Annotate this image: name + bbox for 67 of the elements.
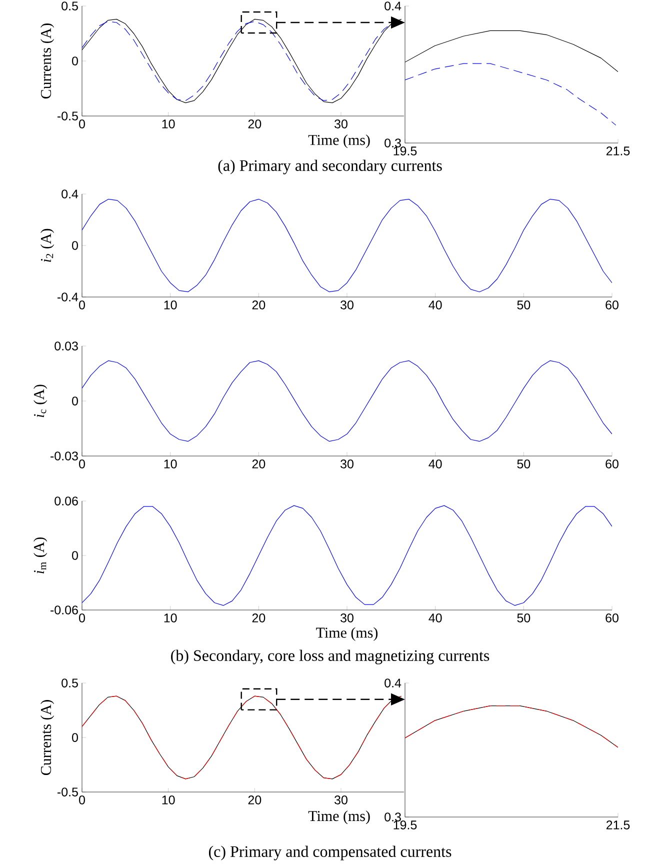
x-tick-label: 40 <box>428 614 442 622</box>
y-tick-label: 0.4 <box>62 190 78 198</box>
x-tick-label: 20 <box>252 300 266 310</box>
y-tick-label: 0.5 <box>62 2 78 10</box>
x-tick-label: 60 <box>606 300 618 310</box>
line-series <box>82 198 612 292</box>
x-tick-label: 60 <box>606 460 618 468</box>
x-tick-label: 0 <box>79 460 85 468</box>
x-tick-label: 40 <box>428 300 442 310</box>
x-axis-title: Time (ms) <box>316 627 378 641</box>
line-series <box>82 360 612 442</box>
x-tick-label: 50 <box>517 460 530 468</box>
x-axis-title: Time (ms) <box>308 810 370 824</box>
x-tick-label: 30 <box>334 796 348 804</box>
x-tick-label: 0 <box>79 614 85 622</box>
x-tick-label: 10 <box>162 796 175 804</box>
y-tick-label: -0.06 <box>50 606 78 614</box>
x-tick-label: 50 <box>517 300 530 310</box>
x-tick-label: 30 <box>340 460 354 468</box>
line-series <box>405 63 616 126</box>
x-tick-label: 30 <box>340 300 354 310</box>
y-tick-label: 0.5 <box>62 678 78 688</box>
y-axis-title: i$_{c}$ (A) <box>34 384 48 418</box>
y-tick-label: 0.03 <box>54 342 78 350</box>
x-tick-label: 0 <box>79 300 85 310</box>
y-tick-label: 0 <box>72 396 78 406</box>
x-tick-label: 19.5 <box>394 146 417 156</box>
y-tick-label: -0.5 <box>58 112 78 120</box>
x-tick-label: 10 <box>164 460 177 468</box>
x-tick-label: 10 <box>164 614 177 622</box>
y-axis-title: i$_{m}$ (A) <box>34 537 48 574</box>
x-axis-title: Time (ms) <box>308 134 370 148</box>
text: (c) Primary and compensated currents <box>208 846 452 860</box>
x-tick-label: 21.5 <box>606 146 630 156</box>
x-tick-label: 10 <box>164 300 177 310</box>
y-axis-title: i$_{2}$ (A) <box>40 228 54 262</box>
x-tick-label: 20 <box>252 460 266 468</box>
line-series <box>82 505 612 606</box>
y-tick-label: 0.3 <box>384 138 401 148</box>
x-tick-label: 30 <box>334 120 348 128</box>
x-tick-label: 19.5 <box>394 820 417 830</box>
y-tick-label: 0 <box>72 733 78 742</box>
y-tick-label: 0 <box>72 551 78 560</box>
y-tick-label: 0 <box>72 241 78 250</box>
x-tick-label: 10 <box>162 120 175 128</box>
x-tick-label: 20 <box>252 614 266 622</box>
y-axis-title: Currents (A) <box>40 700 54 776</box>
x-tick-label: 40 <box>428 460 442 468</box>
y-tick-label: 0 <box>72 56 78 66</box>
y-tick-label: -0.03 <box>50 452 78 460</box>
text: (b) Secondary, core loss and magnetizing currents <box>171 650 490 664</box>
y-axis-title: Currents (A) <box>40 24 54 99</box>
y-tick-label: -0.5 <box>58 788 78 796</box>
x-tick-label: 30 <box>340 614 354 622</box>
x-tick-label: 0 <box>79 120 85 128</box>
y-tick-label: 0.4 <box>384 2 402 10</box>
x-tick-label: 50 <box>517 614 530 622</box>
x-tick-label: 60 <box>606 614 618 622</box>
x-tick-label: 20 <box>248 796 262 804</box>
x-tick-label: 20 <box>248 120 262 128</box>
y-tick-label: 0.3 <box>384 812 401 822</box>
y-tick-label: 0.4 <box>384 678 402 688</box>
x-tick-label: 21.5 <box>606 820 630 830</box>
x-tick-label: 0 <box>79 796 85 804</box>
text: (a) Primary and secondary currents <box>218 160 442 174</box>
y-tick-label: 0.06 <box>54 496 78 506</box>
y-tick-label: -0.4 <box>58 292 78 302</box>
